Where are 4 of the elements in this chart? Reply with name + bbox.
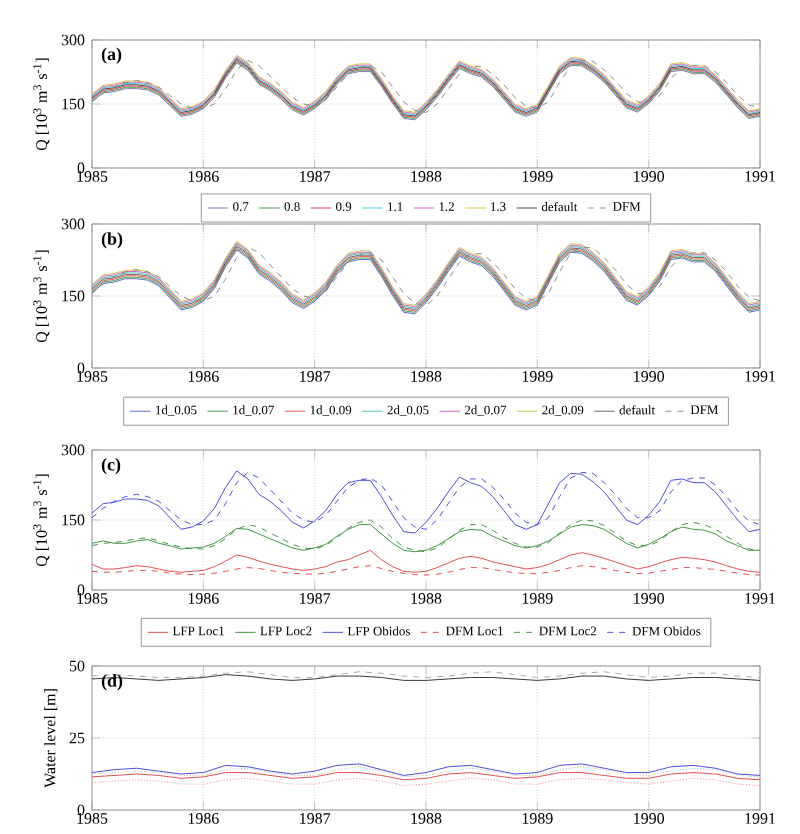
annotation: (c) [101,458,121,475]
annotation: (b) [101,232,123,249]
annotation: (a) [101,47,122,64]
annotation: (d) [101,674,123,691]
